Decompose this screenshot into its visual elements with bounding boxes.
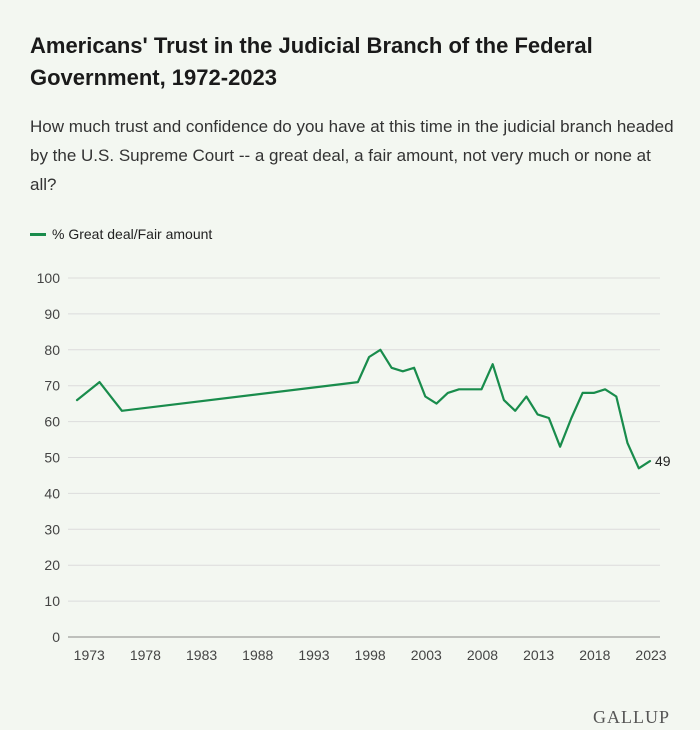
gridlines: [68, 277, 660, 638]
y-tick-label: 70: [44, 378, 60, 394]
end-value-label: 49: [655, 453, 671, 469]
x-tick-label: 1978: [130, 647, 161, 663]
x-tick-label: 1983: [186, 647, 217, 663]
x-tick-label: 2013: [523, 647, 554, 663]
y-tick-label: 80: [44, 342, 60, 358]
x-tick-label: 1973: [74, 647, 105, 663]
y-tick-label: 100: [37, 270, 61, 286]
legend-swatch: [30, 232, 46, 236]
x-tick-label: 2018: [579, 647, 610, 663]
x-tick-label: 1988: [242, 647, 273, 663]
x-tick-label: 1998: [355, 647, 386, 663]
x-tick-label: 2023: [635, 647, 666, 663]
y-tick-label: 30: [44, 521, 60, 537]
x-axis-ticks: 1973 1978 1983 1988 1993 1998 2003 2008 2013 2018…: [74, 647, 667, 663]
legend-label: % Great deal/Fair amount: [52, 226, 213, 242]
gallup-logo: GALLUP: [593, 707, 670, 727]
y-tick-label: 0: [52, 629, 60, 645]
y-axis-ticks: 0 10 20 30 40 50 60 70 80 90 100: [37, 270, 61, 645]
y-tick-label: 60: [44, 414, 60, 430]
y-tick-label: 90: [44, 306, 60, 322]
y-tick-label: 50: [44, 450, 60, 466]
series-layer: 49: [75, 348, 671, 470]
y-tick-label: 20: [44, 557, 60, 573]
chart-subtitle: How much trust and confidence do you hav…: [30, 117, 674, 194]
y-tick-label: 10: [44, 593, 60, 609]
x-tick-label: 1993: [298, 647, 329, 663]
x-tick-label: 2008: [467, 647, 498, 663]
legend: % Great deal/Fair amount: [30, 226, 212, 242]
series-line: [75, 348, 652, 470]
x-tick-label: 2003: [411, 647, 442, 663]
chart-title: Americans' Trust in the Judicial Branch …: [30, 33, 593, 90]
y-tick-label: 40: [44, 485, 60, 501]
